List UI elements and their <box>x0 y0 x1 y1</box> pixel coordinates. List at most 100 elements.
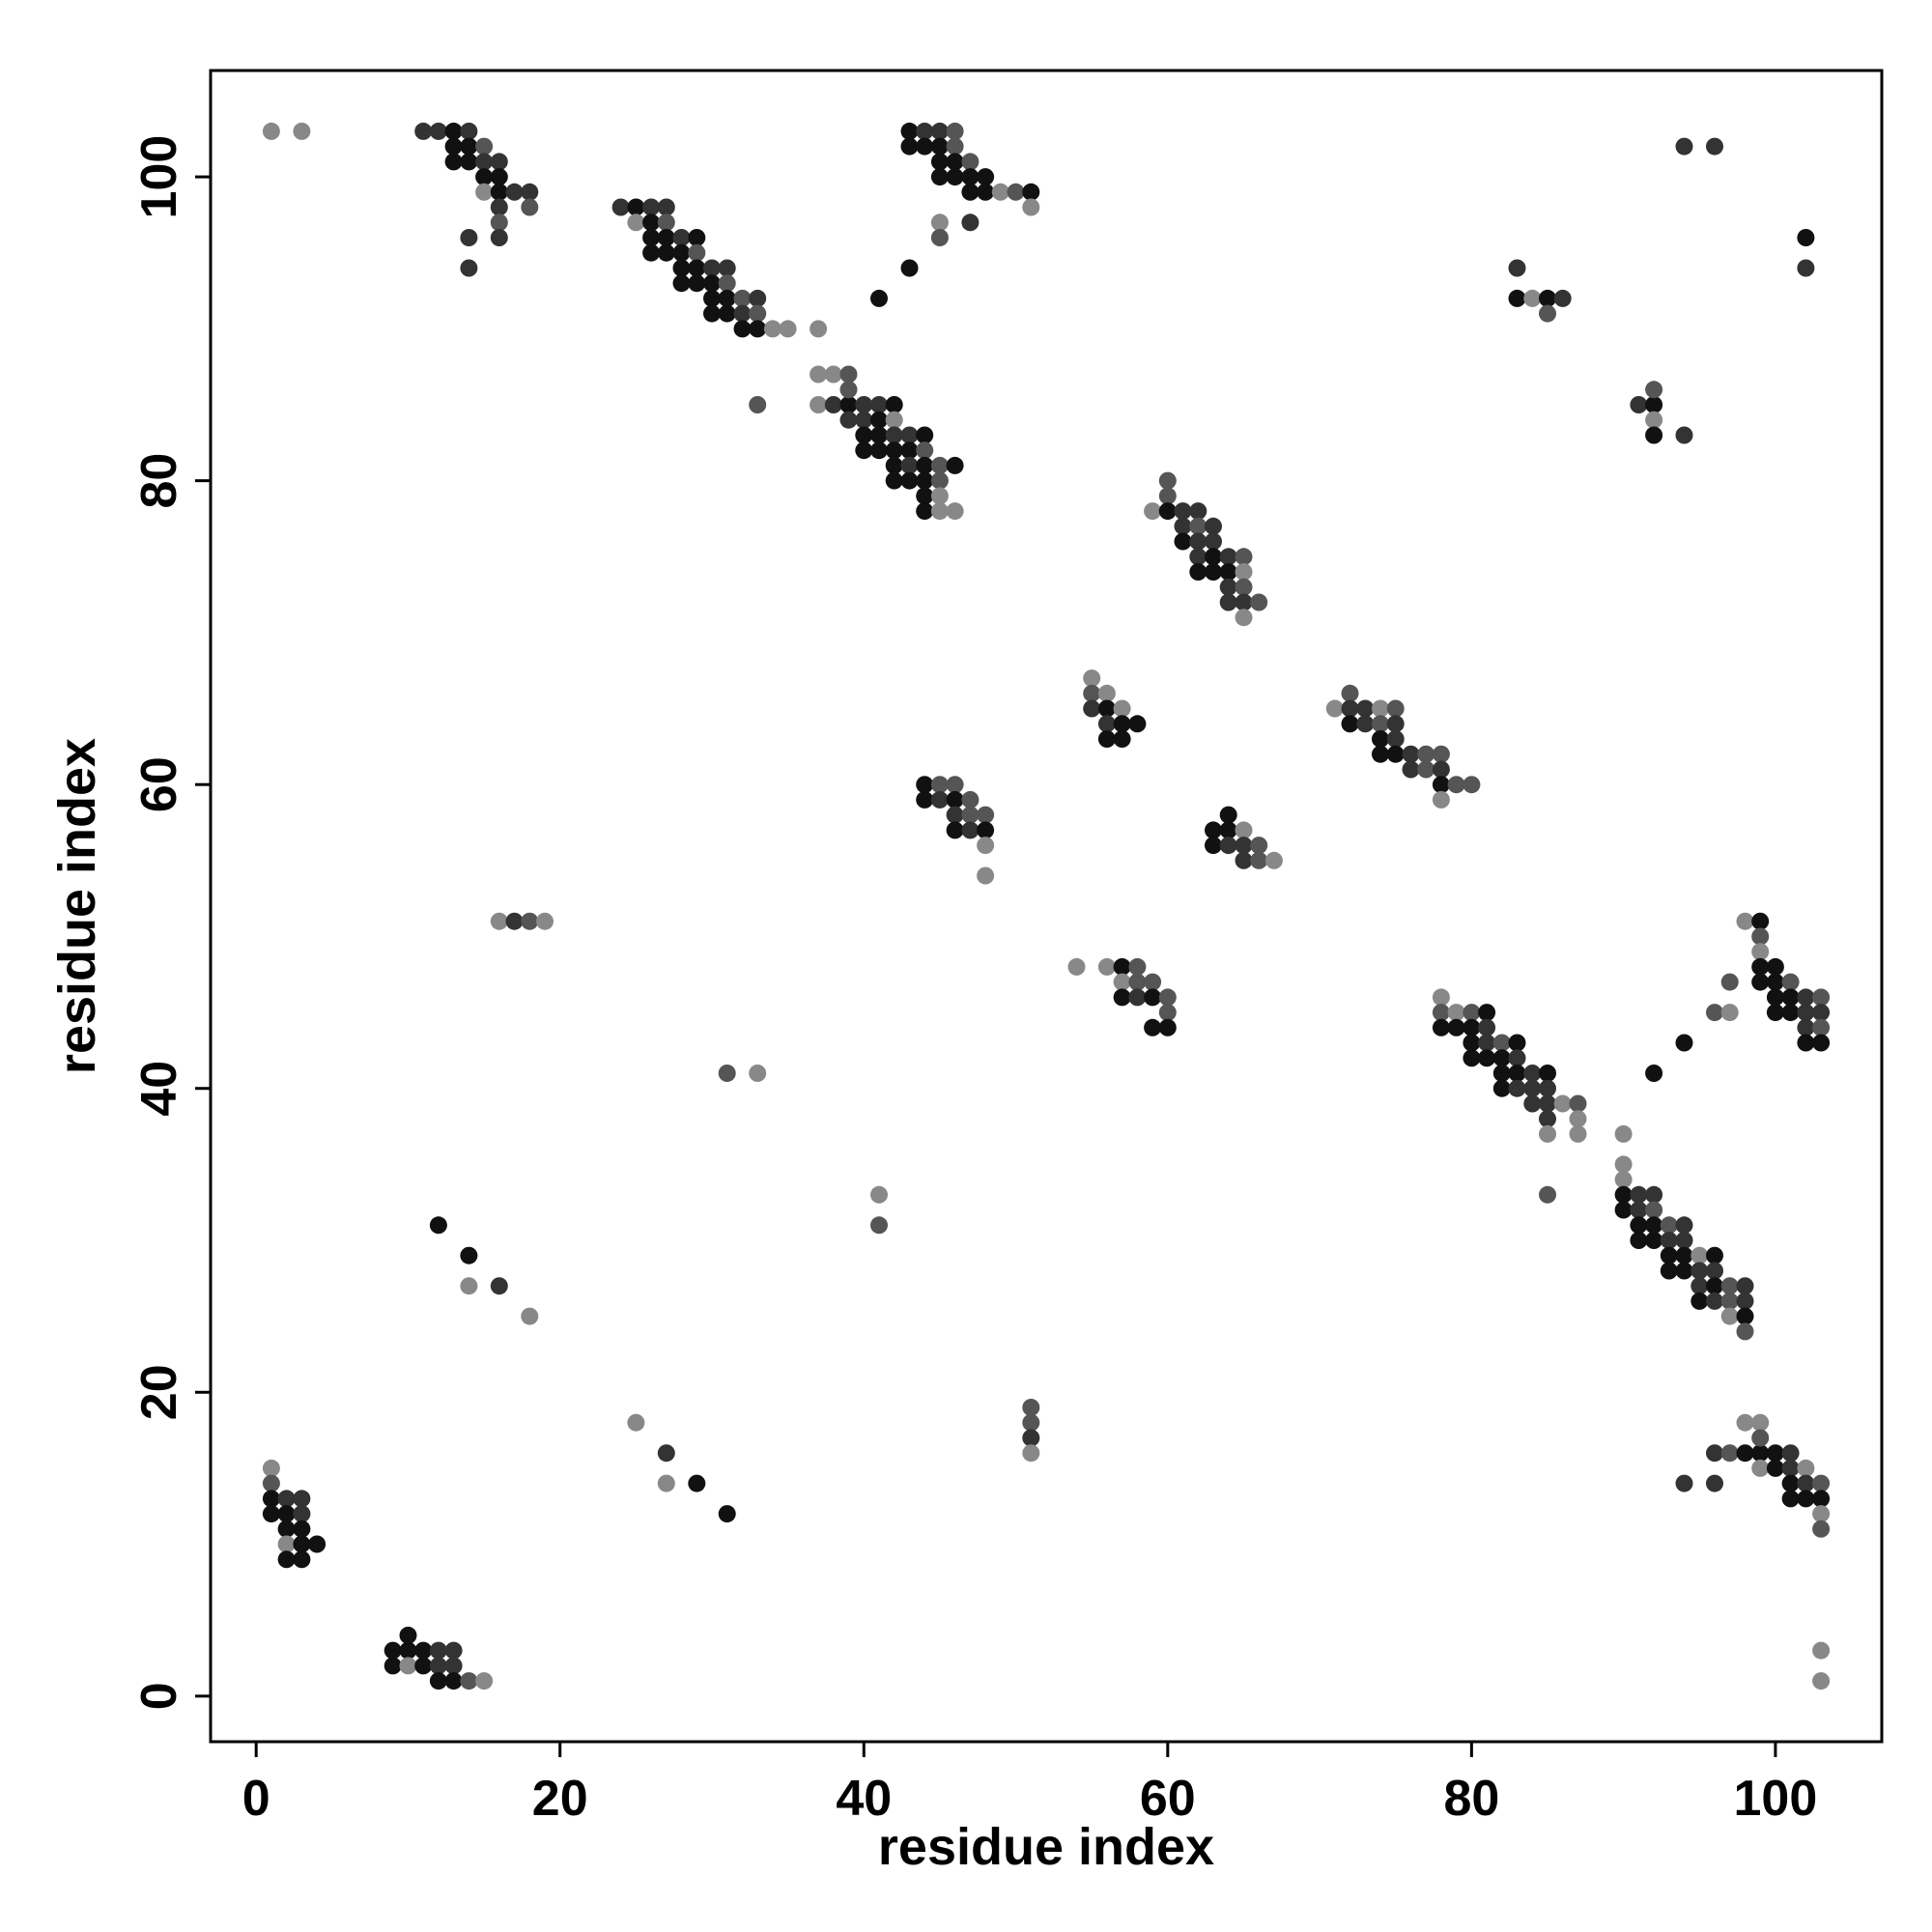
data-point <box>262 1474 280 1492</box>
data-point <box>1630 1201 1648 1219</box>
data-point <box>1690 1292 1709 1310</box>
data-point <box>961 806 980 824</box>
data-point <box>1781 1474 1800 1492</box>
data-point <box>733 289 752 307</box>
data-point <box>1736 1307 1754 1325</box>
data-point <box>1128 957 1147 976</box>
data-point <box>1022 1429 1040 1447</box>
data-point <box>946 456 964 474</box>
data-point <box>460 1246 478 1264</box>
data-point <box>870 289 888 307</box>
data-point <box>1402 760 1420 779</box>
data-point <box>672 229 691 246</box>
data-point <box>1690 1277 1709 1295</box>
data-point <box>1645 1201 1663 1219</box>
data-point <box>1492 1065 1511 1082</box>
data-point <box>855 441 873 460</box>
data-point <box>1797 1004 1815 1022</box>
data-point <box>1645 411 1663 429</box>
data-point <box>1645 1065 1663 1082</box>
y-tick-label: 60 <box>131 756 187 812</box>
data-point <box>1797 1490 1815 1508</box>
data-point <box>824 396 842 413</box>
data-point <box>870 411 888 429</box>
data-point <box>916 456 934 474</box>
data-point <box>490 213 508 232</box>
data-point <box>1781 973 1800 991</box>
data-point <box>1781 1004 1800 1022</box>
data-point <box>688 243 706 262</box>
data-point <box>414 122 433 140</box>
data-point <box>839 411 858 429</box>
x-axis: 0 20 40 60 80 100 <box>242 1742 1817 1827</box>
data-point <box>1219 837 1237 855</box>
data-point <box>1264 851 1283 869</box>
data-point <box>1614 1155 1633 1174</box>
data-point <box>688 229 706 246</box>
data-point <box>1386 699 1405 718</box>
data-point <box>916 426 934 444</box>
data-point <box>490 153 508 171</box>
data-point <box>475 183 494 201</box>
data-point <box>1113 957 1131 976</box>
data-point <box>1720 1277 1739 1295</box>
data-point <box>1736 1413 1754 1432</box>
data-point <box>521 1307 539 1325</box>
data-point <box>460 1672 478 1690</box>
data-point <box>277 1550 296 1569</box>
data-point <box>930 229 949 246</box>
data-point <box>1158 1004 1177 1022</box>
data-point <box>1447 1004 1465 1022</box>
data-point <box>1463 1034 1481 1052</box>
data-point <box>505 183 524 201</box>
data-point <box>1128 988 1147 1007</box>
data-point <box>490 168 508 186</box>
data-point <box>444 153 463 171</box>
data-point <box>1812 1034 1831 1052</box>
data-point <box>1325 699 1344 718</box>
data-point <box>977 837 995 855</box>
data-point <box>293 1520 311 1538</box>
data-point <box>490 198 508 216</box>
data-point <box>1720 1307 1739 1325</box>
data-point <box>688 259 706 277</box>
data-point <box>444 1641 463 1660</box>
data-point <box>977 168 995 186</box>
data-point <box>749 289 767 307</box>
data-point <box>293 1490 311 1508</box>
data-point <box>961 168 980 186</box>
data-point <box>1720 1292 1739 1310</box>
data-point <box>460 153 478 171</box>
data-point <box>1797 988 1815 1007</box>
data-point <box>1083 669 1101 688</box>
data-point <box>1812 988 1831 1007</box>
data-point <box>1492 1049 1511 1067</box>
data-point <box>1645 381 1663 399</box>
data-point <box>1797 1459 1815 1477</box>
data-point <box>1205 821 1222 839</box>
data-point <box>1432 1004 1450 1022</box>
data-point <box>916 790 934 809</box>
data-point <box>930 153 949 171</box>
data-point <box>1660 1246 1678 1264</box>
data-point <box>1706 1004 1723 1022</box>
data-point <box>1720 1004 1739 1022</box>
data-point <box>1341 699 1359 718</box>
data-point <box>1022 1444 1040 1463</box>
data-point <box>1523 1094 1542 1113</box>
data-point <box>1781 1459 1800 1477</box>
data-point <box>262 1505 280 1523</box>
data-point <box>946 168 964 186</box>
data-point <box>1205 837 1222 855</box>
data-point <box>1022 198 1040 216</box>
data-point <box>718 304 736 323</box>
data-point <box>1797 1474 1815 1492</box>
data-point <box>749 320 767 338</box>
data-point <box>1553 1094 1572 1113</box>
data-point <box>1675 1232 1693 1249</box>
data-point <box>718 289 736 307</box>
data-point <box>1463 1018 1481 1037</box>
data-point <box>1492 1034 1511 1052</box>
data-point <box>460 259 478 277</box>
data-point <box>277 1505 296 1523</box>
